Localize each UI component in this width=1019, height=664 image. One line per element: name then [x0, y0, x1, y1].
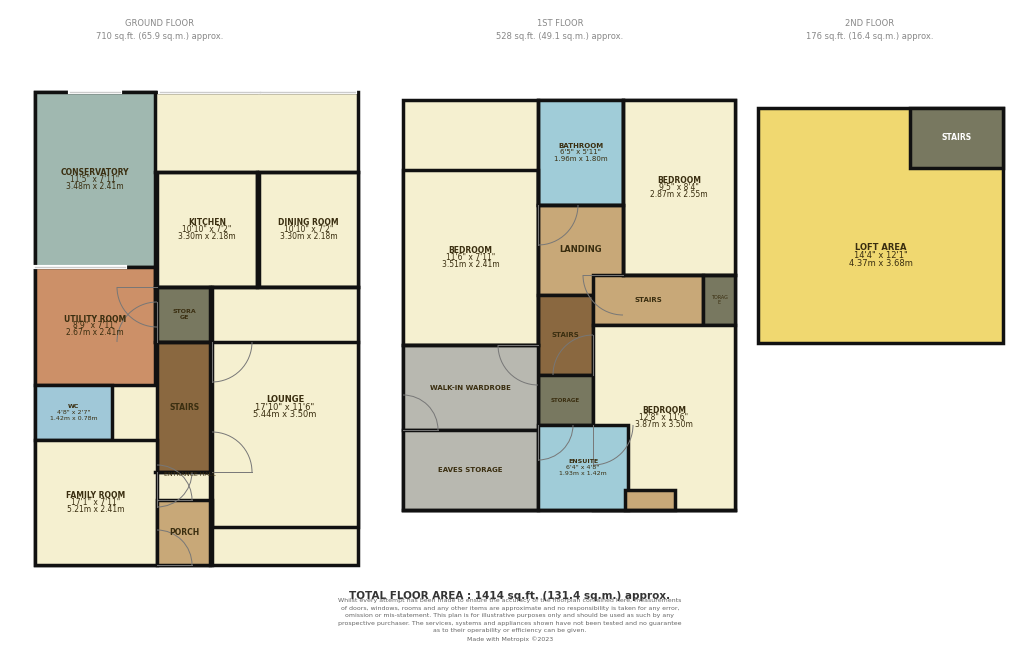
Text: KITCHEN: KITCHEN	[187, 218, 226, 227]
Text: 3.30m x 2.18m: 3.30m x 2.18m	[279, 232, 337, 241]
Text: 10'10" x 7'2": 10'10" x 7'2"	[182, 225, 231, 234]
Text: CONSERVATORY: CONSERVATORY	[61, 168, 129, 177]
Bar	[403, 170, 537, 345]
Text: 3.30m x 2.18m: 3.30m x 2.18m	[178, 232, 235, 241]
Text: DINING ROOM: DINING ROOM	[278, 218, 338, 227]
Text: 1ST FLOOR
528 sq.ft. (49.1 sq.m.) approx.: 1ST FLOOR 528 sq.ft. (49.1 sq.m.) approx…	[496, 19, 623, 41]
Text: 11'5" x 7'11": 11'5" x 7'11"	[70, 175, 119, 184]
Text: 11'6" x 7'11": 11'6" x 7'11"	[445, 253, 494, 262]
Bar	[157, 287, 212, 342]
Text: 1.42m x 0.78m: 1.42m x 0.78m	[50, 416, 97, 420]
Text: STAIRS: STAIRS	[634, 297, 661, 303]
Text: WC: WC	[67, 404, 79, 410]
Text: 1.93m x 1.42m: 1.93m x 1.42m	[558, 471, 606, 475]
Text: 5.44m x 3.50m: 5.44m x 3.50m	[253, 410, 316, 419]
Text: STAIRS: STAIRS	[551, 332, 579, 338]
Text: GROUND FLOOR
710 sq.ft. (65.9 sq.m.) approx.: GROUND FLOOR 710 sq.ft. (65.9 sq.m.) app…	[96, 19, 223, 41]
Text: UTILITY ROOM: UTILITY ROOM	[64, 315, 126, 323]
Bar	[909, 108, 1002, 168]
Text: 3.87m x 3.50m: 3.87m x 3.50m	[635, 420, 692, 429]
Bar	[35, 92, 358, 565]
Text: 1.96m x 1.80m: 1.96m x 1.80m	[553, 156, 606, 162]
Bar	[35, 267, 155, 385]
Text: 4'8" x 2'7": 4'8" x 2'7"	[57, 410, 90, 415]
Text: STAIRS: STAIRS	[169, 402, 200, 412]
Bar	[702, 275, 735, 325]
Text: BATHROOM: BATHROOM	[557, 143, 602, 149]
Text: 6'4" x 4'8": 6'4" x 4'8"	[566, 465, 599, 470]
Text: STAIRS: STAIRS	[941, 133, 971, 143]
Bar	[157, 342, 212, 472]
Text: 12'8" x 11'6": 12'8" x 11'6"	[639, 413, 688, 422]
Bar	[157, 172, 257, 287]
Bar	[157, 500, 212, 565]
Text: 3.51m x 2.41m: 3.51m x 2.41m	[441, 260, 499, 269]
Bar	[212, 287, 358, 527]
Bar	[35, 92, 155, 267]
Bar	[625, 490, 675, 510]
Bar	[35, 385, 112, 440]
Bar	[623, 100, 735, 275]
Text: ENTRANCE HALL: ENTRANCE HALL	[164, 473, 216, 477]
Text: LOUNGE: LOUNGE	[266, 395, 304, 404]
Bar	[757, 108, 1002, 343]
Text: TORAG
E: TORAG E	[710, 295, 727, 305]
Text: 10'10" x 7'2": 10'10" x 7'2"	[283, 225, 333, 234]
Text: STORA
GE: STORA GE	[172, 309, 197, 320]
Text: 9'5" x 8'4": 9'5" x 8'4"	[658, 183, 698, 192]
Text: ENSUITE: ENSUITE	[568, 459, 597, 464]
Text: 6'5" x 5'11": 6'5" x 5'11"	[559, 149, 600, 155]
Bar	[592, 325, 735, 510]
Text: LANDING: LANDING	[558, 246, 601, 254]
Text: BEDROOM: BEDROOM	[656, 176, 700, 185]
Text: STORAGE: STORAGE	[550, 398, 580, 402]
Bar	[403, 345, 537, 430]
Text: 2ND FLOOR
176 sq.ft. (16.4 sq.m.) approx.: 2ND FLOOR 176 sq.ft. (16.4 sq.m.) approx…	[805, 19, 932, 41]
Bar	[259, 172, 358, 287]
Bar	[403, 430, 537, 510]
Text: TOTAL FLOOR AREA : 1414 sq.ft. (131.4 sq.m.) approx.: TOTAL FLOOR AREA : 1414 sq.ft. (131.4 sq…	[350, 591, 669, 601]
Bar	[537, 425, 628, 510]
Bar	[537, 375, 592, 425]
Text: LOFT AREA: LOFT AREA	[854, 244, 905, 252]
Text: PORCH: PORCH	[169, 528, 200, 537]
Text: 2.67m x 2.41m: 2.67m x 2.41m	[66, 329, 123, 337]
Bar	[592, 275, 702, 325]
Text: EAVES STORAGE: EAVES STORAGE	[438, 467, 502, 473]
Text: BEDROOM: BEDROOM	[641, 406, 686, 415]
Bar	[537, 205, 623, 295]
Text: 8'9" x 7'11": 8'9" x 7'11"	[72, 321, 117, 331]
Text: FAMILY ROOM: FAMILY ROOM	[66, 491, 125, 500]
Bar	[35, 440, 157, 565]
Text: Whilst every attempt has been made to ensure the accuracy of the floorplan conta: Whilst every attempt has been made to en…	[338, 598, 681, 641]
Text: 17'1" x 7'11": 17'1" x 7'11"	[71, 498, 120, 507]
Text: 17'10" x 11'6": 17'10" x 11'6"	[255, 402, 314, 412]
Text: WALK-IN WARDROBE: WALK-IN WARDROBE	[430, 384, 511, 390]
Text: 4.37m x 3.68m: 4.37m x 3.68m	[848, 258, 912, 268]
Text: 14'4" x 12'1": 14'4" x 12'1"	[853, 251, 907, 260]
Text: BEDROOM: BEDROOM	[448, 246, 492, 255]
Bar	[403, 100, 735, 510]
Text: 3.48m x 2.41m: 3.48m x 2.41m	[66, 182, 123, 191]
Bar	[537, 295, 592, 375]
Bar	[537, 100, 623, 205]
Text: 5.21m x 2.41m: 5.21m x 2.41m	[67, 505, 124, 514]
Text: 2.87m x 2.55m: 2.87m x 2.55m	[649, 190, 707, 199]
